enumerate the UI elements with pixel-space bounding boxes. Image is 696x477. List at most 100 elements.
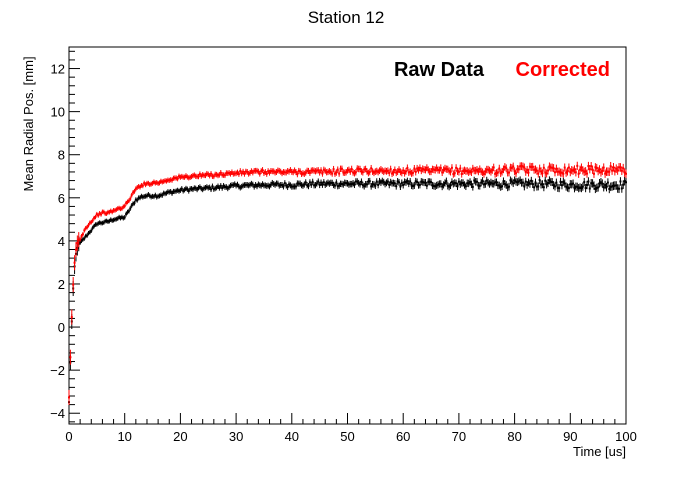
data-point bbox=[201, 173, 204, 176]
data-point bbox=[182, 189, 185, 192]
data-point bbox=[510, 166, 513, 169]
data-point bbox=[350, 167, 353, 170]
data-point bbox=[70, 316, 73, 319]
data-point bbox=[233, 183, 236, 186]
x-tick-label: 30 bbox=[229, 429, 243, 444]
data-point bbox=[151, 195, 154, 198]
data-point bbox=[349, 183, 352, 186]
data-point bbox=[445, 168, 448, 171]
data-point bbox=[345, 182, 348, 185]
data-point bbox=[215, 173, 218, 176]
data-point bbox=[449, 184, 452, 187]
data-point bbox=[343, 171, 346, 174]
data-point bbox=[388, 183, 391, 186]
data-point bbox=[592, 184, 595, 187]
data-point bbox=[137, 185, 140, 188]
data-point bbox=[183, 176, 186, 179]
data-point bbox=[400, 171, 403, 174]
data-point bbox=[352, 171, 355, 174]
data-point bbox=[450, 166, 453, 169]
data-point bbox=[430, 181, 433, 184]
data-point bbox=[496, 171, 499, 174]
data-point bbox=[322, 168, 325, 171]
data-point bbox=[516, 167, 519, 170]
data-point bbox=[349, 170, 352, 173]
data-point bbox=[371, 170, 374, 173]
data-point bbox=[609, 165, 612, 168]
data-point bbox=[68, 396, 70, 399]
data-point bbox=[439, 182, 442, 185]
data-point bbox=[501, 185, 504, 188]
data-point bbox=[431, 168, 434, 171]
data-point bbox=[282, 185, 285, 188]
data-point bbox=[111, 219, 114, 222]
data-point bbox=[559, 180, 562, 183]
data-point bbox=[313, 169, 316, 172]
data-point bbox=[94, 216, 97, 219]
data-point bbox=[123, 216, 126, 219]
data-point bbox=[268, 171, 271, 174]
data-point bbox=[134, 187, 137, 190]
data-point bbox=[595, 186, 598, 189]
data-point bbox=[379, 168, 382, 171]
data-point bbox=[374, 170, 377, 173]
data-point bbox=[619, 180, 622, 183]
data-point bbox=[577, 187, 580, 190]
data-point bbox=[382, 181, 385, 184]
data-point bbox=[314, 170, 317, 173]
data-point bbox=[434, 168, 437, 171]
data-point bbox=[402, 169, 405, 172]
data-point bbox=[392, 182, 395, 185]
data-point bbox=[541, 183, 544, 186]
data-point bbox=[459, 183, 462, 186]
data-point bbox=[310, 183, 313, 186]
data-point bbox=[276, 169, 279, 172]
data-point bbox=[315, 169, 318, 172]
legend-raw-data: Raw Data bbox=[394, 59, 485, 81]
data-point bbox=[534, 181, 537, 184]
data-point bbox=[194, 175, 197, 178]
data-point bbox=[425, 166, 428, 169]
data-point bbox=[484, 170, 487, 173]
data-point bbox=[120, 207, 123, 210]
data-point bbox=[509, 166, 512, 169]
data-point bbox=[205, 185, 208, 188]
data-point bbox=[577, 172, 580, 175]
data-point bbox=[606, 170, 609, 173]
data-point bbox=[84, 235, 87, 238]
data-point bbox=[268, 185, 271, 188]
data-point bbox=[336, 168, 339, 171]
data-point bbox=[242, 184, 245, 187]
data-point bbox=[413, 184, 416, 187]
data-point bbox=[100, 213, 103, 216]
data-point bbox=[244, 183, 247, 186]
data-point bbox=[95, 213, 98, 216]
data-point bbox=[520, 181, 523, 184]
data-point bbox=[499, 172, 502, 175]
data-point bbox=[93, 217, 96, 220]
data-point bbox=[321, 172, 324, 175]
data-point bbox=[574, 171, 577, 174]
data-point bbox=[480, 170, 483, 173]
data-point bbox=[333, 172, 336, 175]
data-point bbox=[95, 223, 98, 226]
data-point bbox=[523, 185, 526, 188]
data-point bbox=[625, 172, 627, 175]
data-point bbox=[466, 169, 469, 172]
data-point bbox=[498, 184, 501, 187]
data-point bbox=[421, 181, 424, 184]
data-point bbox=[171, 192, 174, 195]
data-point bbox=[437, 183, 440, 186]
data-point bbox=[173, 190, 176, 193]
data-point bbox=[524, 180, 527, 183]
data-point bbox=[346, 182, 349, 185]
data-point bbox=[228, 186, 231, 189]
data-point bbox=[271, 181, 274, 184]
data-point bbox=[108, 211, 111, 214]
data-point bbox=[308, 171, 311, 174]
data-point bbox=[235, 172, 238, 175]
data-point bbox=[267, 170, 270, 173]
data-point bbox=[164, 192, 167, 195]
data-point bbox=[178, 175, 181, 178]
